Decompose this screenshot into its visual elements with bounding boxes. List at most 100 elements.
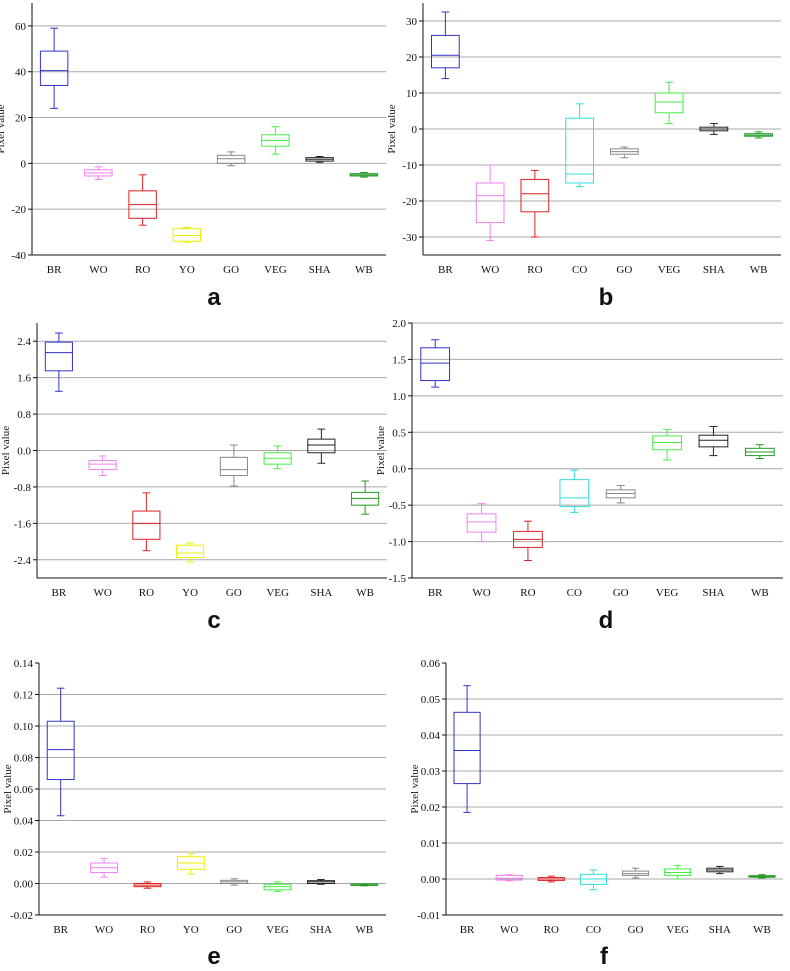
box-br — [44, 332, 73, 392]
x-tick-label: WB — [355, 924, 373, 936]
box-go — [610, 146, 639, 159]
y-tick-label: 10 — [406, 88, 418, 100]
y-tick-label: 0.06 — [14, 784, 34, 796]
box-ro — [520, 169, 550, 238]
x-tick-label: SHA — [703, 264, 725, 276]
box-ro — [132, 492, 161, 552]
x-tick-label: GO — [628, 924, 644, 936]
y-tick-label: 30 — [406, 16, 418, 28]
panel-e: -0.02 0.00 0.02 0.04 0.06 0.08 0.10 0.12 0.14 Pix… — [2, 658, 386, 970]
box-wb — [748, 874, 776, 879]
y-tick-label: 2.4 — [17, 336, 31, 348]
x-tick-label: CO — [586, 924, 601, 936]
x-tick-label: SHA — [709, 924, 731, 936]
y-axis-label: Pixel value — [409, 764, 421, 813]
y-tick-label: 0 — [21, 158, 27, 170]
box-ro — [513, 520, 543, 562]
y-tick-label: 0.14 — [14, 658, 34, 670]
box-go — [216, 151, 246, 167]
box-br — [431, 11, 460, 80]
x-tick-label: SHA — [310, 587, 332, 599]
y-tick-label: 20 — [15, 113, 27, 125]
x-tick-label: SHA — [702, 587, 724, 599]
box-go — [605, 484, 636, 504]
y-tick-label: 0.08 — [14, 753, 34, 765]
box-ro — [133, 881, 162, 889]
x-tick-label: GO — [226, 587, 242, 599]
y-tick-label: -0.5 — [389, 500, 407, 512]
y-tick-label: -1.6 — [14, 518, 32, 530]
box-veg — [263, 445, 292, 470]
x-tick-label: WO — [93, 587, 111, 599]
y-axis-label: Pixel value — [0, 426, 12, 475]
y-tick-label: 0.8 — [17, 409, 31, 421]
y-tick-label: 0.01 — [421, 838, 440, 850]
y-tick-label: 0 — [412, 124, 418, 136]
x-tick-label: GO — [223, 264, 239, 276]
x-tick-label: WB — [356, 587, 374, 599]
box-iqr — [495, 874, 523, 881]
box-sha — [699, 123, 729, 135]
x-tick-label: BR — [460, 924, 475, 936]
y-tick-label: 0.10 — [14, 721, 34, 733]
panel-label: b — [599, 284, 614, 311]
x-tick-label: GO — [613, 587, 629, 599]
y-tick-label: -2.4 — [14, 555, 32, 567]
y-tick-label: -0.02 — [10, 910, 33, 922]
x-tick-label: WB — [751, 587, 769, 599]
box-sha — [706, 865, 734, 875]
x-tick-label: RO — [544, 924, 559, 936]
y-tick-label: 0.03 — [421, 766, 441, 778]
box-sha — [305, 155, 334, 163]
box-yo — [172, 227, 202, 243]
x-tick-label: VEG — [266, 924, 289, 936]
box-br — [420, 339, 451, 388]
x-tick-label: GO — [226, 924, 242, 936]
y-tick-label: 0.5 — [392, 427, 406, 439]
box-iqr — [565, 117, 594, 184]
x-tick-label: VEG — [266, 587, 289, 599]
box-iqr — [216, 154, 246, 164]
box-sha — [698, 425, 729, 457]
y-tick-label: 0.12 — [14, 690, 33, 702]
box-yo — [176, 542, 205, 563]
box-sha — [306, 879, 335, 885]
y-axis-label: Pixel value — [386, 104, 398, 153]
x-tick-label: WB — [753, 924, 771, 936]
y-tick-label: -0.01 — [417, 910, 440, 922]
y-tick-label: 0.00 — [421, 874, 441, 886]
box-wo — [475, 164, 505, 242]
panel-c: -2.4 -1.6 -0.8 0.0 0.8 1.6 2.4 Pixel value BR WO R… — [0, 323, 387, 634]
y-axis-label: Pixel value — [0, 104, 7, 153]
y-tick-label: 2.0 — [392, 318, 406, 330]
x-tick-label: VEG — [656, 587, 679, 599]
box-wb — [744, 444, 775, 460]
box-ro — [537, 875, 565, 883]
y-tick-label: 0.0 — [17, 446, 31, 458]
x-tick-label: BR — [438, 264, 453, 276]
x-tick-label: BR — [428, 587, 443, 599]
box-iqr — [132, 510, 161, 540]
box-iqr — [46, 720, 75, 781]
x-tick-label: WO — [481, 264, 499, 276]
box-wb — [351, 480, 380, 515]
x-tick-label: RO — [139, 587, 154, 599]
y-tick-label: -40 — [11, 250, 26, 262]
box-iqr — [44, 341, 73, 372]
box-br — [39, 27, 69, 109]
x-tick-label: YO — [182, 587, 198, 599]
y-tick-label: 0.04 — [14, 816, 34, 828]
y-tick-label: 1.6 — [17, 373, 31, 385]
x-tick-label: WB — [355, 264, 373, 276]
panel-label: a — [207, 284, 221, 311]
box-iqr — [88, 460, 117, 471]
panel-label: d — [599, 607, 614, 634]
box-iqr — [219, 456, 248, 477]
box-iqr — [654, 92, 684, 114]
y-axis-label: Pixel value — [375, 426, 387, 475]
panel-label: c — [207, 607, 220, 634]
box-co — [565, 103, 594, 188]
box-iqr — [475, 182, 505, 224]
panel-f: -0.01 0.00 0.01 0.02 0.03 0.04 0.05 0.06 Pixel v… — [409, 658, 783, 970]
